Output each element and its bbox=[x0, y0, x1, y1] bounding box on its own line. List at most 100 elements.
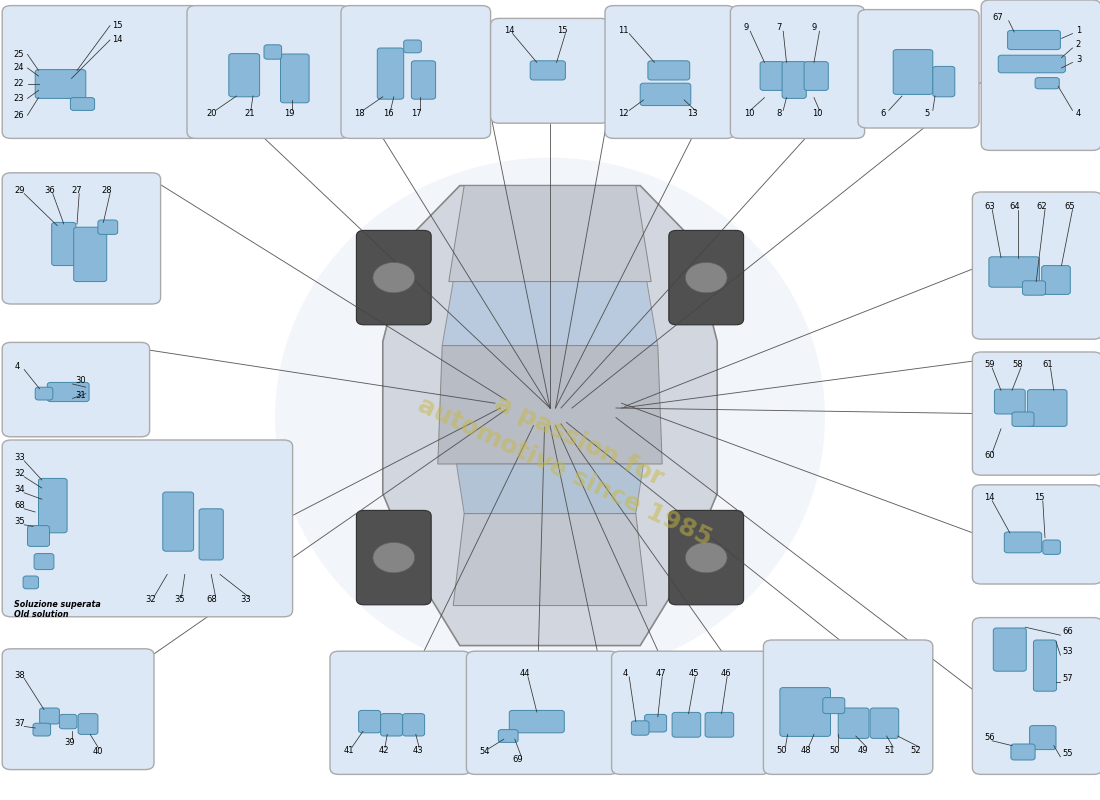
Text: 28: 28 bbox=[101, 186, 112, 195]
Text: 30: 30 bbox=[75, 376, 86, 386]
Text: 61: 61 bbox=[1043, 360, 1054, 370]
Text: 8: 8 bbox=[777, 109, 782, 118]
Text: 16: 16 bbox=[383, 109, 394, 118]
FancyBboxPatch shape bbox=[780, 687, 830, 736]
Text: 14: 14 bbox=[504, 26, 515, 35]
Text: 10: 10 bbox=[812, 109, 823, 118]
Text: 5: 5 bbox=[924, 109, 930, 118]
Text: 17: 17 bbox=[411, 109, 422, 118]
FancyBboxPatch shape bbox=[411, 61, 436, 99]
Text: 64: 64 bbox=[1010, 202, 1021, 211]
Text: 4: 4 bbox=[1076, 109, 1081, 118]
Text: 24: 24 bbox=[13, 63, 24, 73]
Text: a passion for
automotive since 1985: a passion for automotive since 1985 bbox=[414, 362, 730, 550]
FancyBboxPatch shape bbox=[264, 45, 282, 59]
FancyBboxPatch shape bbox=[2, 173, 161, 304]
Text: 27: 27 bbox=[72, 186, 82, 195]
FancyBboxPatch shape bbox=[341, 6, 491, 138]
FancyBboxPatch shape bbox=[730, 6, 865, 138]
FancyBboxPatch shape bbox=[1011, 744, 1035, 760]
Text: 54: 54 bbox=[480, 747, 491, 757]
FancyBboxPatch shape bbox=[993, 628, 1026, 671]
Text: 9: 9 bbox=[812, 23, 817, 33]
FancyBboxPatch shape bbox=[981, 0, 1100, 150]
Text: 56: 56 bbox=[984, 733, 996, 742]
Text: 42: 42 bbox=[378, 746, 389, 755]
Text: 51: 51 bbox=[884, 746, 895, 755]
Text: 2: 2 bbox=[1076, 40, 1081, 50]
FancyBboxPatch shape bbox=[356, 510, 431, 605]
Text: 50: 50 bbox=[777, 746, 788, 755]
Text: 33: 33 bbox=[240, 595, 251, 605]
Text: 23: 23 bbox=[13, 94, 24, 103]
Polygon shape bbox=[442, 282, 658, 346]
Text: 1: 1 bbox=[1076, 26, 1081, 35]
Text: 32: 32 bbox=[145, 595, 156, 605]
FancyBboxPatch shape bbox=[70, 98, 95, 110]
Text: 36: 36 bbox=[44, 186, 55, 195]
FancyBboxPatch shape bbox=[972, 618, 1100, 774]
FancyBboxPatch shape bbox=[605, 6, 735, 138]
FancyBboxPatch shape bbox=[40, 708, 59, 724]
FancyBboxPatch shape bbox=[35, 387, 53, 400]
FancyBboxPatch shape bbox=[2, 649, 154, 770]
FancyBboxPatch shape bbox=[509, 710, 564, 733]
FancyBboxPatch shape bbox=[1030, 726, 1056, 750]
Text: 53: 53 bbox=[1063, 647, 1074, 657]
FancyBboxPatch shape bbox=[612, 651, 770, 774]
FancyBboxPatch shape bbox=[1012, 412, 1034, 426]
FancyBboxPatch shape bbox=[858, 10, 979, 128]
FancyBboxPatch shape bbox=[23, 576, 38, 589]
FancyBboxPatch shape bbox=[1004, 532, 1042, 553]
Text: 14: 14 bbox=[112, 35, 123, 45]
FancyBboxPatch shape bbox=[52, 222, 76, 266]
Text: 15: 15 bbox=[112, 21, 123, 30]
Text: 31: 31 bbox=[75, 390, 86, 400]
FancyBboxPatch shape bbox=[994, 390, 1025, 414]
FancyBboxPatch shape bbox=[1034, 640, 1056, 691]
FancyBboxPatch shape bbox=[28, 526, 50, 546]
FancyBboxPatch shape bbox=[705, 712, 734, 738]
FancyBboxPatch shape bbox=[330, 651, 471, 774]
Text: Soluzione superata: Soluzione superata bbox=[14, 600, 101, 610]
Text: 6: 6 bbox=[880, 109, 886, 118]
Text: 45: 45 bbox=[689, 669, 700, 678]
Text: 33: 33 bbox=[14, 453, 25, 462]
FancyBboxPatch shape bbox=[933, 66, 955, 97]
Text: 21: 21 bbox=[244, 109, 255, 118]
Text: 58: 58 bbox=[1012, 360, 1023, 370]
FancyBboxPatch shape bbox=[403, 714, 425, 736]
Text: 4: 4 bbox=[14, 362, 20, 371]
Text: 55: 55 bbox=[1063, 749, 1074, 758]
FancyBboxPatch shape bbox=[47, 382, 89, 402]
Text: 32: 32 bbox=[14, 469, 25, 478]
FancyBboxPatch shape bbox=[35, 70, 86, 98]
Polygon shape bbox=[438, 346, 662, 464]
Text: 48: 48 bbox=[801, 746, 812, 755]
FancyBboxPatch shape bbox=[34, 554, 54, 570]
Text: 34: 34 bbox=[14, 485, 25, 494]
FancyBboxPatch shape bbox=[74, 227, 107, 282]
Circle shape bbox=[685, 262, 727, 293]
FancyBboxPatch shape bbox=[381, 714, 403, 736]
FancyBboxPatch shape bbox=[989, 257, 1040, 287]
FancyBboxPatch shape bbox=[39, 478, 67, 533]
Text: 68: 68 bbox=[14, 501, 25, 510]
Polygon shape bbox=[449, 186, 651, 282]
FancyBboxPatch shape bbox=[491, 18, 609, 123]
FancyBboxPatch shape bbox=[823, 698, 845, 714]
FancyBboxPatch shape bbox=[669, 510, 744, 605]
FancyBboxPatch shape bbox=[640, 83, 691, 106]
FancyBboxPatch shape bbox=[672, 712, 701, 738]
FancyBboxPatch shape bbox=[870, 708, 899, 738]
FancyBboxPatch shape bbox=[1008, 30, 1060, 50]
FancyBboxPatch shape bbox=[187, 6, 350, 138]
Text: 3: 3 bbox=[1076, 54, 1081, 64]
FancyBboxPatch shape bbox=[1042, 266, 1070, 294]
Text: 26: 26 bbox=[13, 110, 24, 120]
Text: 63: 63 bbox=[984, 202, 996, 211]
Text: 44: 44 bbox=[519, 669, 530, 678]
Text: 25: 25 bbox=[13, 50, 24, 59]
FancyBboxPatch shape bbox=[999, 55, 1065, 73]
Text: 50: 50 bbox=[829, 746, 840, 755]
